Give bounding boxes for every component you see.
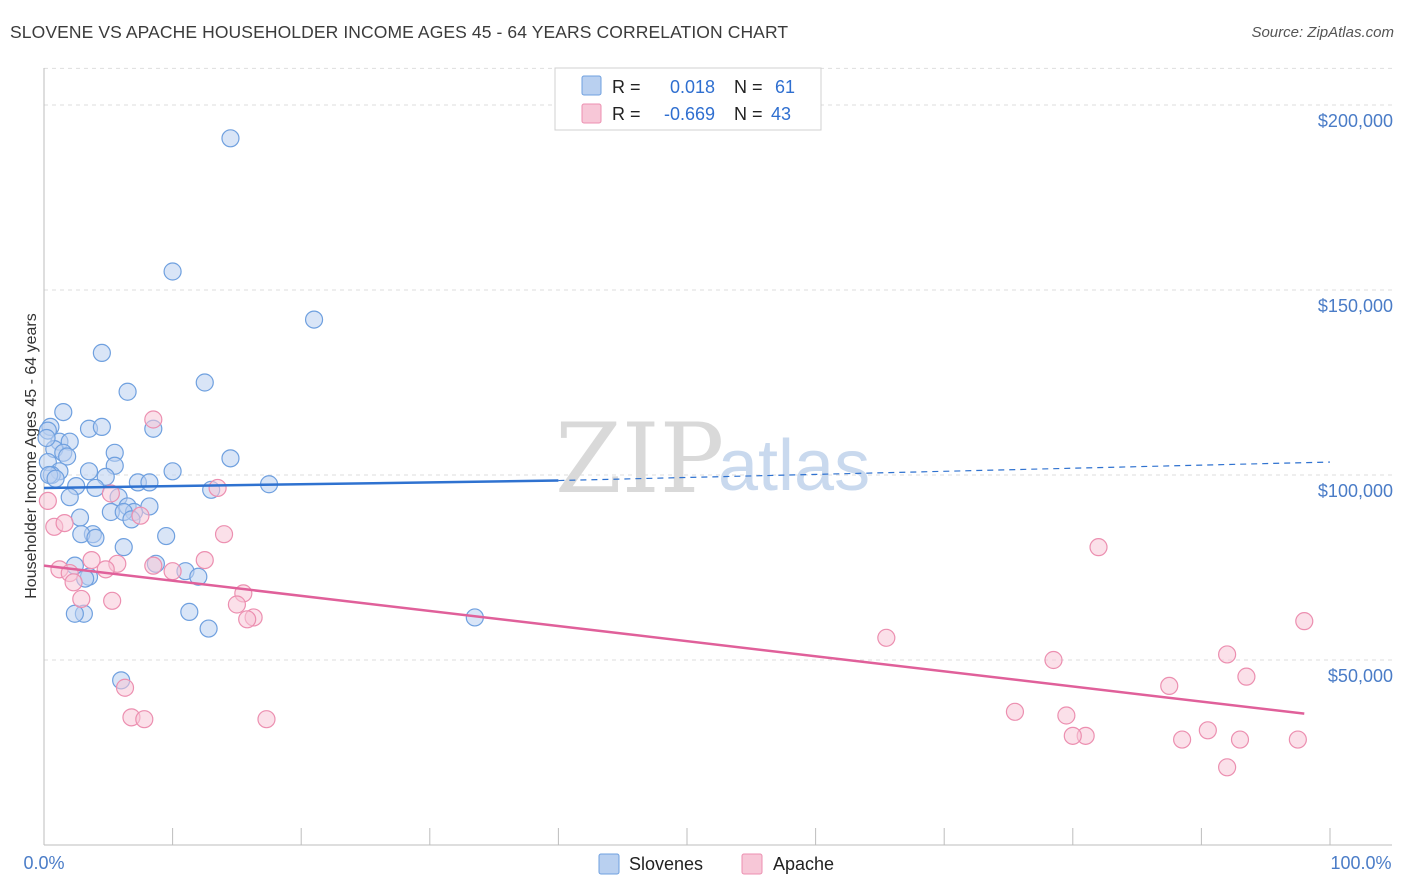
- apache-point: [55, 513, 74, 533]
- apache-point: [1044, 650, 1063, 670]
- apache-point: [115, 678, 135, 697]
- legend-r-label-slovenes: R =: [612, 77, 641, 97]
- apache-point: [238, 610, 257, 629]
- apache-point: [1198, 721, 1217, 740]
- slovenes-point: [118, 382, 137, 401]
- apache-point: [1295, 612, 1314, 631]
- gridlines: [44, 67, 1392, 661]
- trend-lines: [43, 461, 1331, 715]
- x-tick-label-max: 100.0%: [1330, 853, 1391, 873]
- y-tick-labels: $50,000 $100,000 $150,000 $200,000: [1318, 111, 1393, 686]
- slovenes-point: [60, 488, 79, 507]
- apache-point: [1237, 667, 1256, 686]
- apache-point: [135, 710, 154, 729]
- slovenes-point: [304, 310, 324, 329]
- apache-point: [208, 478, 227, 498]
- y-tick-label: $150,000: [1318, 296, 1393, 316]
- apache-point: [1089, 538, 1108, 557]
- slovenes-point: [86, 528, 105, 548]
- slovenes-point: [180, 602, 199, 622]
- slovenes-point: [195, 373, 214, 392]
- apache-point: [144, 410, 163, 429]
- apache-point: [101, 484, 120, 503]
- legend-n-value-apache: 43: [771, 104, 791, 124]
- watermark-zip: ZIP: [555, 403, 724, 515]
- series-swatch-apache: [741, 853, 763, 875]
- legend-r-value-slovenes: 0.018: [670, 77, 715, 97]
- apache-point: [38, 491, 57, 510]
- slovenes-point: [114, 538, 133, 557]
- legend-r-label-apache: R =: [612, 104, 641, 124]
- slovenes-point: [221, 449, 240, 468]
- series-swatch-slovenes: [598, 853, 620, 875]
- source-label: Source: ZipAtlas.com: [1251, 24, 1394, 41]
- apache-point: [1160, 676, 1179, 696]
- watermark-atlas: atlas: [718, 426, 870, 506]
- legend-n-label-apache: N =: [734, 104, 763, 124]
- slovenes-point: [189, 567, 208, 586]
- legend-r-value-apache: -0.669: [664, 104, 715, 124]
- slovenes-point: [163, 262, 182, 281]
- legend-swatch-slovenes: [581, 75, 602, 96]
- apache-point: [1063, 726, 1082, 745]
- y-axis-title: Householder Income Ages 45 - 64 years: [23, 313, 40, 599]
- apache-point: [257, 710, 276, 729]
- apache-point: [131, 506, 150, 525]
- x-axis-ticks: [43, 828, 1331, 845]
- slovenes-point: [70, 508, 90, 527]
- slovenes-point: [140, 473, 159, 492]
- apache-point: [1218, 758, 1237, 777]
- apache-point: [214, 525, 234, 544]
- apache-point: [96, 560, 115, 579]
- y-tick-label: $200,000: [1318, 111, 1393, 131]
- apache-point: [163, 562, 182, 581]
- apache-trend-line: [43, 564, 1305, 715]
- slovenes-point: [96, 467, 115, 486]
- slovenes-point: [221, 129, 240, 148]
- slovenes-point: [79, 462, 99, 481]
- apache-point: [72, 589, 91, 609]
- slovenes-trend-extension: [558, 461, 1331, 482]
- slovenes-point: [92, 417, 111, 436]
- slovenes-point: [46, 469, 65, 488]
- y-tick-label: $100,000: [1318, 481, 1393, 501]
- y-tick-label: $50,000: [1328, 666, 1393, 686]
- stats-legend: R = 0.018 N = 61 R = -0.669 N = 43: [554, 67, 822, 131]
- slovenes-trend-line: [43, 479, 559, 490]
- apache-point: [1218, 645, 1237, 664]
- apache-point: [82, 550, 101, 570]
- legend-swatch-apache: [581, 103, 602, 124]
- slovenes-point: [58, 447, 77, 466]
- x-tick-label-min: 0.0%: [23, 853, 64, 873]
- slovenes-point: [163, 462, 182, 481]
- apache-point: [1057, 706, 1076, 725]
- slovenes-point: [92, 343, 111, 362]
- apache-point: [1173, 730, 1192, 749]
- chart-title: SLOVENE VS APACHE HOUSEHOLDER INCOME AGE…: [10, 22, 789, 42]
- legend-n-label-slovenes: N =: [734, 77, 763, 97]
- slovenes-point: [199, 619, 218, 638]
- apache-point: [144, 556, 163, 575]
- apache-point: [1288, 730, 1307, 749]
- slovenes-points: [37, 129, 484, 690]
- apache-point: [227, 595, 246, 614]
- apache-point: [1005, 702, 1025, 721]
- apache-point: [103, 591, 122, 610]
- slovenes-point: [157, 526, 176, 546]
- apache-point: [195, 550, 214, 570]
- series-legend: Slovenes Apache: [598, 853, 834, 875]
- legend-n-value-slovenes: 61: [775, 77, 795, 97]
- apache-point: [64, 573, 83, 592]
- apache-point: [877, 628, 896, 647]
- slovenes-point: [54, 403, 73, 422]
- apache-point: [1230, 730, 1250, 749]
- slovenes-point: [37, 428, 56, 448]
- series-label-apache: Apache: [773, 854, 834, 874]
- series-label-slovenes: Slovenes: [629, 854, 703, 874]
